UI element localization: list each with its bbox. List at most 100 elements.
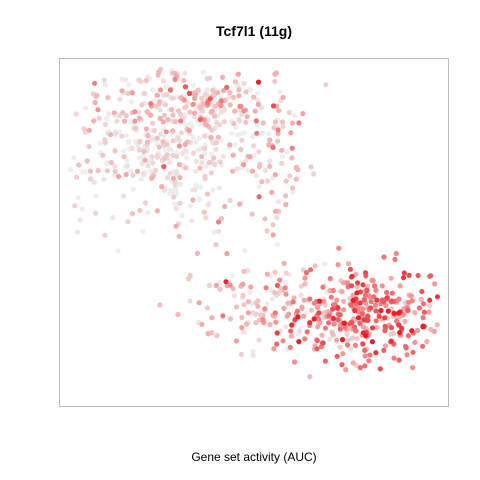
- data-point: [303, 270, 310, 276]
- data-point: [299, 304, 305, 310]
- data-point: [381, 254, 387, 260]
- data-point: [255, 79, 262, 85]
- data-point: [320, 340, 326, 346]
- data-point: [352, 342, 358, 348]
- data-point: [196, 135, 202, 141]
- data-point: [373, 350, 379, 356]
- data-point: [75, 195, 81, 201]
- data-point: [241, 302, 247, 308]
- data-point: [212, 103, 218, 109]
- data-point: [97, 141, 103, 147]
- data-point: [182, 84, 188, 90]
- data-point: [320, 284, 326, 290]
- data-point: [284, 149, 290, 155]
- data-point: [326, 320, 332, 326]
- data-point: [160, 119, 166, 125]
- data-point: [272, 269, 278, 275]
- data-point: [157, 131, 163, 137]
- data-point: [227, 197, 233, 204]
- data-point: [154, 208, 160, 214]
- data-point: [389, 298, 395, 304]
- data-point: [277, 277, 283, 283]
- data-point: [337, 326, 343, 332]
- data-point: [208, 170, 214, 176]
- data-point: [418, 296, 424, 302]
- data-point: [190, 134, 196, 140]
- data-point: [350, 360, 356, 366]
- data-point: [114, 118, 120, 124]
- data-point: [360, 324, 366, 330]
- data-point: [287, 344, 293, 350]
- data-point: [102, 82, 109, 88]
- data-point: [267, 163, 273, 169]
- data-point: [192, 91, 199, 97]
- data-point: [134, 168, 141, 174]
- data-point: [139, 102, 145, 108]
- data-point: [238, 131, 245, 137]
- data-point: [302, 275, 308, 281]
- data-point: [164, 175, 171, 181]
- data-point: [340, 351, 346, 357]
- data-point: [274, 241, 280, 248]
- data-point: [74, 174, 80, 180]
- data-point: [392, 256, 398, 262]
- data-point: [424, 338, 430, 345]
- data-point: [253, 320, 259, 326]
- data-point: [193, 168, 199, 174]
- data-point: [370, 278, 376, 284]
- data-point: [301, 313, 307, 319]
- data-point: [361, 297, 367, 303]
- data-point: [135, 143, 141, 149]
- data-point: [199, 154, 205, 160]
- data-point: [124, 158, 130, 164]
- data-point: [362, 363, 368, 369]
- data-point: [206, 75, 213, 81]
- data-point: [320, 310, 326, 316]
- data-point: [256, 164, 262, 170]
- data-point: [419, 288, 425, 295]
- data-point: [112, 163, 118, 169]
- data-point: [227, 90, 233, 96]
- data-point: [288, 328, 294, 334]
- data-point: [177, 175, 183, 181]
- data-point: [231, 121, 237, 127]
- data-point: [354, 290, 360, 296]
- data-point: [281, 260, 287, 266]
- data-point: [402, 318, 408, 324]
- data-point: [347, 266, 353, 272]
- data-point: [377, 366, 383, 372]
- data-point: [227, 142, 233, 148]
- data-point: [427, 273, 433, 279]
- data-point: [167, 146, 173, 152]
- data-point: [368, 299, 374, 305]
- data-point: [311, 316, 317, 322]
- data-point: [218, 98, 224, 104]
- data-point: [104, 168, 110, 174]
- data-point: [167, 170, 173, 176]
- data-point: [340, 307, 347, 313]
- data-point: [220, 87, 227, 94]
- data-point: [116, 173, 122, 180]
- data-point: [344, 331, 350, 337]
- data-point: [360, 306, 366, 312]
- data-point: [405, 307, 411, 313]
- data-point: [334, 297, 340, 303]
- data-point: [399, 325, 405, 331]
- data-point: [202, 133, 208, 139]
- data-point: [348, 346, 354, 352]
- data-point: [286, 311, 292, 317]
- data-point: [254, 97, 260, 103]
- data-point: [84, 158, 90, 164]
- data-point: [272, 119, 278, 125]
- data-point: [203, 122, 210, 128]
- data-point: [408, 293, 414, 299]
- data-point: [209, 108, 215, 114]
- data-point: [245, 299, 252, 305]
- data-point: [128, 99, 134, 105]
- data-point: [121, 154, 127, 160]
- data-point: [237, 118, 243, 124]
- data-point: [213, 139, 219, 146]
- data-point: [276, 199, 282, 205]
- data-point: [161, 112, 168, 118]
- data-point: [335, 316, 341, 323]
